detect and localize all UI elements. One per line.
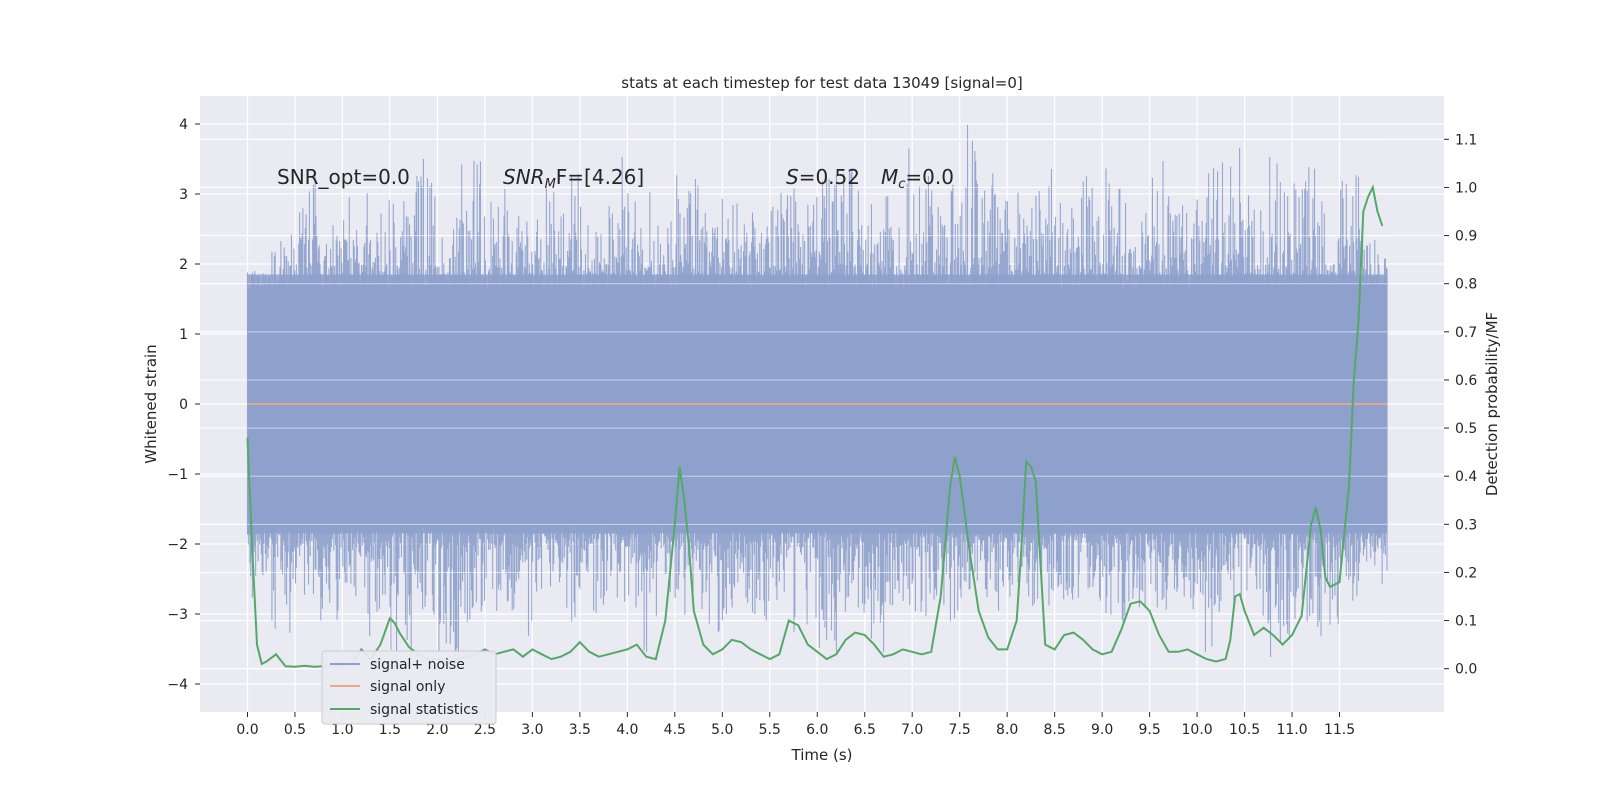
x-tick-label: 2.5 — [474, 722, 496, 738]
y-right-tick-label: 0.1 — [1455, 614, 1477, 630]
y-right-tick-label: 0.5 — [1455, 421, 1477, 437]
x-tick-label: 3.5 — [569, 722, 591, 738]
y-left-tick-label: 2 — [179, 257, 188, 273]
x-tick-label: 1.5 — [379, 722, 401, 738]
y-left-tick-label: −2 — [167, 537, 188, 553]
x-tick-label: 6.5 — [854, 722, 876, 738]
x-tick-label: 3.0 — [521, 722, 543, 738]
right-axis-ticks: 1.1 1.0 0.9 0.8 0.7 0.6 0.5 0.4 0.3 0.2 0.1 0.0 — [1444, 132, 1477, 678]
x-tick-label: 7.5 — [949, 722, 971, 738]
x-tick-label: 11.0 — [1276, 722, 1307, 738]
x-tick-label: 0.0 — [236, 722, 258, 738]
legend-label-signal-only: signal only — [370, 679, 445, 695]
x-tick-label: 8.5 — [1044, 722, 1066, 738]
y-right-tick-label: 0.0 — [1455, 662, 1477, 678]
y-right-tick-label: 0.3 — [1455, 517, 1477, 533]
x-tick-label: 10.0 — [1182, 722, 1213, 738]
y-left-tick-label: 3 — [179, 187, 188, 203]
y-left-tick-label: −4 — [167, 677, 188, 693]
x-tick-label: 4.0 — [616, 722, 638, 738]
x-tick-label: 6.0 — [806, 722, 828, 738]
y-left-tick-label: 0 — [179, 397, 188, 413]
x-tick-label: 4.5 — [664, 722, 686, 738]
x-tick-label: 2.0 — [426, 722, 448, 738]
x-tick-label: 8.0 — [996, 722, 1018, 738]
y-left-tick-label: −1 — [167, 467, 188, 483]
y-right-tick-label: 0.9 — [1455, 229, 1477, 245]
y-right-tick-label: 0.2 — [1455, 565, 1477, 581]
x-axis-ticks: 0.0 0.5 1.0 1.5 2.0 2.5 3.0 3.5 4.0 4.5 5.0 5.5 6.0 6… — [236, 712, 1355, 738]
x-tick-label: 9.5 — [1138, 722, 1160, 738]
x-tick-label: 0.5 — [284, 722, 306, 738]
y-right-tick-label: 0.8 — [1455, 277, 1477, 293]
x-axis-label: Time (s) — [791, 746, 853, 764]
annotation-snr-opt: SNR_opt=0.0 — [277, 165, 410, 189]
y-left-tick-label: 1 — [179, 327, 188, 343]
y-right-tick-label: 1.0 — [1455, 180, 1477, 196]
x-tick-label: 11.5 — [1324, 722, 1355, 738]
annotation-mc: Mc=0.0 — [881, 165, 954, 192]
y-right-tick-label: 0.7 — [1455, 325, 1477, 341]
x-tick-label: 10.5 — [1229, 722, 1260, 738]
annotation-s: S=0.52 — [786, 165, 860, 189]
chart-title: stats at each timestep for test data 130… — [621, 74, 1022, 92]
legend-label-signal-noise: signal+ noise — [370, 657, 465, 673]
x-tick-label: 1.0 — [331, 722, 353, 738]
x-tick-label: 5.5 — [759, 722, 781, 738]
right-axis-label: Detection probability/MF — [1483, 312, 1501, 496]
legend-label-signal-statistics: signal statistics — [370, 702, 478, 718]
left-axis-ticks: 4 3 2 1 0 −1 −2 −3 −4 — [167, 117, 200, 693]
y-right-tick-label: 0.4 — [1455, 469, 1477, 485]
y-right-tick-label: 1.1 — [1455, 132, 1477, 148]
x-tick-label: 9.0 — [1091, 722, 1113, 738]
x-tick-label: 7.0 — [901, 722, 923, 738]
y-right-tick-label: 0.6 — [1455, 373, 1477, 389]
legend-box — [321, 650, 497, 725]
left-axis-label: Whitened strain — [142, 344, 160, 463]
x-tick-label: 5.0 — [711, 722, 733, 738]
legend: signal+ noise signal only signal statist… — [321, 650, 497, 725]
y-left-tick-label: −3 — [167, 607, 188, 623]
annotation-snr-mf: SNRMF=[4.26] — [503, 165, 644, 192]
y-left-tick-label: 4 — [179, 117, 188, 133]
